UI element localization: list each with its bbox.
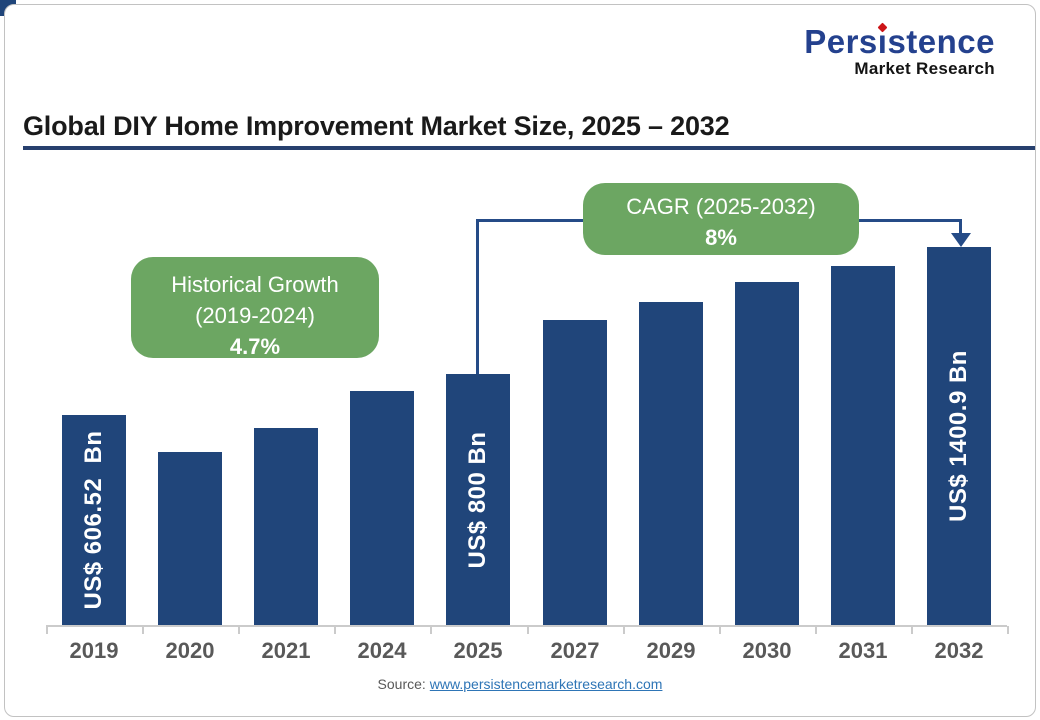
historical-growth-callout: Historical Growth (2019-2024) 4.7% — [131, 257, 379, 359]
x-axis-tick — [46, 626, 48, 634]
x-axis-tick — [142, 626, 144, 634]
bar-2020 — [158, 452, 222, 625]
source-prefix: Source: — [377, 676, 426, 692]
x-tick-label-2031: 2031 — [838, 638, 888, 663]
bar-2019: US$ 606.52 Bn — [62, 415, 126, 625]
bar-2027 — [543, 320, 607, 625]
bar-2021 — [254, 428, 318, 625]
cagr-callout: CAGR (2025-2032) 8% — [583, 183, 859, 255]
logo-tagline-text: Market Research — [854, 59, 995, 78]
x-axis-tick — [623, 626, 625, 634]
x-tick-label-2030: 2030 — [742, 638, 792, 663]
x-tick-label-2020: 2020 — [165, 638, 215, 663]
page-title: Global DIY Home Improvement Market Size,… — [23, 111, 730, 141]
title-underline — [23, 146, 1035, 150]
x-tick-label-2025: 2025 — [453, 638, 503, 663]
bar-2029 — [639, 302, 703, 625]
bar-value-label: US$ 1400.9 Bn — [945, 350, 972, 522]
x-tick-label-2021: 2021 — [261, 638, 311, 663]
bar-value-label: US$ 606.52 Bn — [80, 430, 107, 610]
x-tick-label-2019: 2019 — [69, 638, 119, 663]
x-axis-tick — [238, 626, 240, 634]
pmr-logo: Persıstence Market Research — [804, 25, 995, 77]
cagr-value: 8% — [705, 225, 737, 251]
logo-brand-text: Persıstence — [804, 23, 995, 60]
cagr-bracket-right-line — [959, 219, 962, 237]
bar-2024 — [350, 391, 414, 625]
x-tick-label-2027: 2027 — [550, 638, 600, 663]
x-axis-tick — [527, 626, 529, 634]
bar-2030 — [735, 282, 799, 625]
bar-2031 — [831, 266, 895, 625]
cagr-bracket-left-line — [476, 219, 479, 375]
x-axis-tick — [1007, 626, 1009, 634]
historical-growth-value: 4.7% — [229, 334, 281, 360]
source-link[interactable]: www.persistencemarketresearch.com — [429, 676, 663, 692]
cagr-label: CAGR (2025-2032) — [626, 194, 816, 219]
x-tick-label-2024: 2024 — [357, 638, 407, 663]
x-tick-label-2029: 2029 — [646, 638, 696, 663]
bar-value-label: US$ 800 Bn — [464, 430, 491, 569]
x-axis-line — [46, 625, 1007, 627]
bar-2032: US$ 1400.9 Bn — [927, 247, 991, 625]
cagr-bracket-arrowhead-icon — [951, 233, 971, 247]
source-line: Source: www.persistencemarketresearch.com — [0, 676, 1040, 692]
x-axis-tick — [334, 626, 336, 634]
bar-2025: US$ 800 Bn — [446, 374, 510, 625]
x-axis-tick — [815, 626, 817, 634]
historical-growth-period: (2019-2024) — [195, 303, 315, 329]
x-axis-tick — [430, 626, 432, 634]
historical-growth-label: Historical Growth — [171, 272, 339, 297]
x-axis-tick — [911, 626, 913, 634]
brand-i-red-dot-icon: ı — [877, 23, 888, 60]
x-tick-label-2032: 2032 — [934, 638, 984, 663]
x-axis-tick — [719, 626, 721, 634]
